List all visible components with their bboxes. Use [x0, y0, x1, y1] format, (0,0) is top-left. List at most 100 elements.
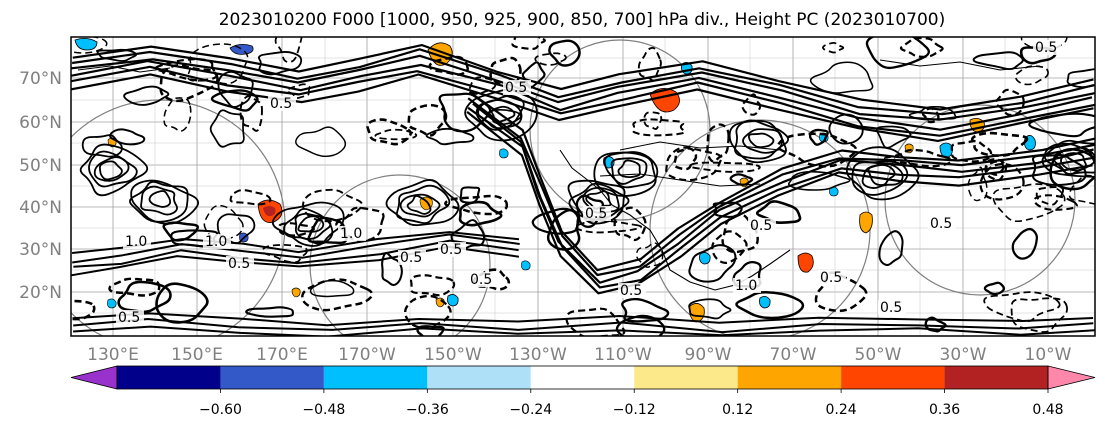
colorbar-segment	[841, 366, 945, 389]
positive-contour	[603, 151, 659, 189]
negative-contour	[534, 52, 567, 66]
positive-contour	[96, 48, 138, 62]
positive-contour	[123, 85, 170, 106]
map-area: 0.51.00.51.00.50.50.50.51.00.51.0 0.50.50…	[70, 36, 1096, 337]
colorbar-tick-label: 0.36	[929, 402, 960, 418]
positive-contour	[908, 106, 957, 121]
longitude-label: 170°W	[338, 345, 396, 365]
negative-contour	[335, 206, 385, 243]
colorbar-segment	[944, 366, 1048, 389]
negative-contour	[444, 194, 509, 216]
negative-contour	[301, 278, 374, 312]
contour-label-background	[733, 278, 761, 293]
positive-contour	[808, 128, 829, 146]
negative-contour	[689, 161, 761, 173]
negative-contour	[967, 166, 988, 202]
negative-contour	[108, 277, 161, 297]
height-contour-band	[73, 318, 1094, 334]
negative-contour	[635, 242, 664, 268]
positive-contour	[79, 143, 149, 197]
height-contour-band	[468, 91, 1095, 272]
positive-contour	[688, 298, 732, 320]
positive-contour	[1066, 68, 1095, 89]
longitude-label: 70°W	[770, 345, 817, 365]
contour-label-background	[928, 216, 956, 231]
negative-contour	[643, 111, 663, 130]
positive-contour	[117, 280, 172, 314]
divergence-patch	[263, 206, 276, 217]
positive-contour	[162, 221, 199, 242]
positive-contour	[924, 316, 947, 333]
coastline	[619, 141, 781, 151]
positive-contour	[865, 37, 930, 70]
contour-label-background	[468, 272, 496, 287]
positive-contour	[399, 193, 441, 218]
negative-contour	[921, 107, 940, 124]
contour-label: 1.0	[340, 226, 362, 242]
positive-contour	[610, 157, 648, 185]
positive-contour	[617, 159, 641, 179]
divergence-patch	[499, 148, 509, 159]
latitude-label: 30°N	[19, 240, 62, 260]
longitude-label: 170°E	[256, 345, 308, 365]
contour-label-background	[878, 300, 906, 315]
negative-contour	[665, 146, 723, 182]
contour-label: 0.5	[750, 218, 772, 234]
positive-contour	[1043, 142, 1095, 175]
contour-label-background	[203, 234, 231, 249]
negative-contour	[366, 118, 412, 146]
contour-label: 0.5	[620, 283, 642, 299]
positive-contour	[1028, 112, 1095, 138]
positive-contour	[98, 160, 123, 181]
negative-contour	[1014, 65, 1049, 86]
map-title: 2023010200 F000 [1000, 950, 925, 900, 85…	[219, 10, 946, 30]
negative-contour	[970, 131, 1029, 157]
colorbar-segment	[323, 366, 428, 389]
contour-label: 1.0	[125, 234, 147, 250]
positive-contour	[712, 201, 743, 218]
contour-label: 0.5	[930, 216, 952, 232]
contour-label-background	[338, 226, 366, 241]
divergence-patch	[859, 211, 873, 234]
negative-contour	[229, 189, 272, 206]
colorbar-extend-high	[1047, 365, 1096, 390]
height-contour-band	[71, 65, 1095, 137]
negative-contour	[565, 307, 626, 336]
positive-contour	[1031, 153, 1087, 187]
positive-contour	[615, 314, 666, 336]
negative-contour	[374, 128, 418, 141]
negative-contour	[994, 88, 1025, 117]
longitude-label: 130°W	[509, 345, 567, 365]
positive-contour	[851, 160, 909, 196]
contour-label: 1.0	[735, 278, 757, 294]
divergence-patch	[939, 142, 953, 159]
negative-contour	[631, 118, 686, 137]
negative-contour	[613, 206, 647, 242]
contour-label-background	[1033, 40, 1061, 55]
negative-contour	[489, 56, 522, 87]
positive-contour	[787, 170, 851, 191]
positive-contour	[294, 212, 332, 240]
positive-contour	[297, 215, 325, 233]
positive-contour	[217, 70, 254, 108]
negative-contour	[950, 139, 993, 163]
negative-contour	[286, 83, 311, 99]
positive-contour	[567, 179, 626, 225]
contour-label: 0.5	[440, 242, 462, 258]
positive-contour	[209, 109, 245, 148]
positive-contour	[621, 297, 670, 323]
positive-contour	[582, 186, 620, 214]
positive-contour	[450, 219, 485, 250]
positive-contour	[1060, 152, 1087, 172]
positive-contour	[93, 156, 130, 182]
contour-label-background	[116, 310, 144, 325]
divergence-patch	[107, 298, 117, 309]
negative-contour	[203, 204, 244, 243]
positive-contour	[216, 213, 256, 245]
contour-label: 0.5	[118, 310, 140, 326]
height-contour-band	[467, 106, 1094, 289]
positive-contour	[271, 201, 345, 247]
coastline	[714, 249, 791, 291]
contour-label-background	[618, 283, 646, 298]
